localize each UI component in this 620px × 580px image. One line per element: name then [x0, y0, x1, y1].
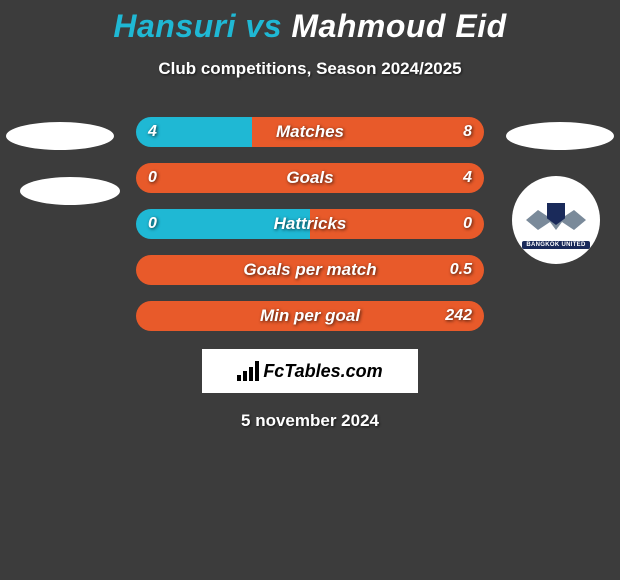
date: 5 november 2024	[0, 411, 620, 431]
stat-value-player2: 0.5	[450, 261, 472, 279]
stat-value-player1: 0	[148, 215, 157, 233]
subtitle: Club competitions, Season 2024/2025	[0, 59, 620, 79]
bar-track: 0 Goals 4	[136, 163, 484, 193]
footer-brand-text: FcTables.com	[263, 361, 382, 382]
stat-value-player2: 8	[463, 123, 472, 141]
stat-label: Goals per match	[243, 260, 376, 280]
stat-value-player2: 0	[463, 215, 472, 233]
stat-value-player1: 4	[148, 123, 157, 141]
stat-row: 0 Goals 4	[0, 163, 620, 193]
stat-row: Min per goal 242	[0, 301, 620, 331]
title-player2: Mahmoud Eid	[291, 8, 506, 44]
footer-brand-logo: FcTables.com	[202, 349, 418, 393]
title-vs: vs	[245, 8, 291, 44]
page-title: Hansuri vs Mahmoud Eid	[0, 0, 620, 45]
stat-label: Goals	[286, 168, 333, 188]
stat-value-player1: 0	[148, 169, 157, 187]
stat-label: Min per goal	[260, 306, 360, 326]
title-player1: Hansuri	[113, 8, 236, 44]
stat-value-player2: 4	[463, 169, 472, 187]
stat-label: Matches	[276, 122, 344, 142]
stat-row: 4 Matches 8	[0, 117, 620, 147]
bar-track: 0 Hattricks 0	[136, 209, 484, 239]
stat-row: 0 Hattricks 0	[0, 209, 620, 239]
bar-track: 4 Matches 8	[136, 117, 484, 147]
chart-icon	[237, 361, 259, 381]
stat-label: Hattricks	[274, 214, 347, 234]
bar-track: Goals per match 0.5	[136, 255, 484, 285]
stat-value-player2: 242	[445, 307, 472, 325]
stats-bars: 4 Matches 8 0 Goals 4 0 Hattricks 0 Goals per mat…	[0, 117, 620, 331]
bar-track: Min per goal 242	[136, 301, 484, 331]
stat-row: Goals per match 0.5	[0, 255, 620, 285]
